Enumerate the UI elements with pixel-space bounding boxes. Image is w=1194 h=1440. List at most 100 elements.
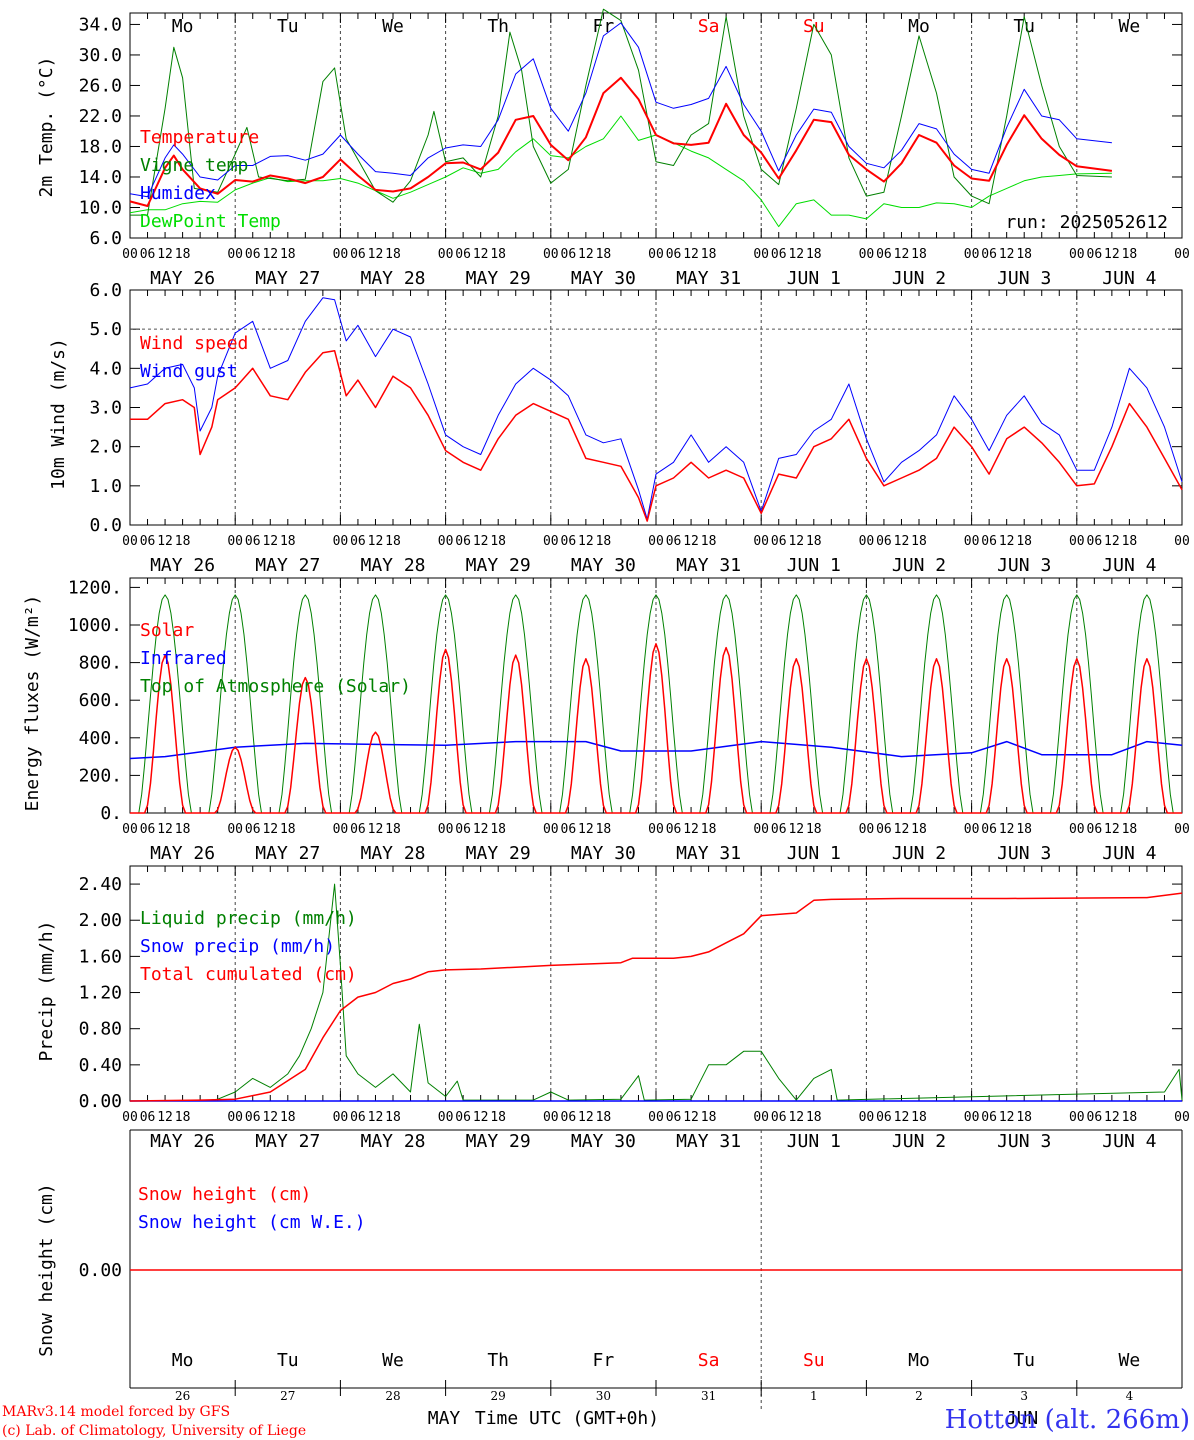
energy-hour-label: 00 [964, 822, 980, 837]
energy-date-label: JUN 4 [1102, 843, 1156, 864]
snow-day-number: 4 [1126, 1389, 1134, 1403]
wind-hour-label: 12 [683, 534, 699, 549]
temp-legend-dewpoint: DewPoint Temp [140, 211, 281, 232]
temp-hour-label: 06 [245, 247, 261, 262]
precip-hour-label: 18 [1016, 1110, 1032, 1125]
wind-ytick-label: 1.0 [89, 476, 122, 497]
infrared-line [129, 740, 1183, 760]
temp-hour-label: 12 [473, 247, 489, 262]
precip-hour-label: 12 [999, 1110, 1015, 1125]
wind-hour-label: 12 [894, 534, 910, 549]
wind-hour-label: 12 [368, 534, 384, 549]
wind-hour-label: 12 [999, 534, 1015, 549]
run-label: run: 2025052612 [1005, 212, 1168, 233]
energy-date-label: MAY 31 [676, 843, 741, 864]
temp-hour-label: 06 [1087, 247, 1103, 262]
energy-hour-label: 12 [368, 822, 384, 837]
temp-weekday-label: Tu [277, 16, 299, 37]
temp-hour-label: 18 [490, 247, 506, 262]
precip-hour-label: 18 [490, 1110, 506, 1125]
temp-hour-label: 12 [683, 247, 699, 262]
snow-weekday-label: Mo [908, 1350, 930, 1371]
total-cumulated-line [129, 892, 1183, 1102]
energy-hour-label: 06 [455, 822, 471, 837]
energy-hour-label: 00 [648, 822, 664, 837]
wind-hour-label: 06 [140, 534, 156, 549]
precip-hour-label: 06 [1087, 1110, 1103, 1125]
energy-date-label: MAY 30 [571, 843, 636, 864]
temp-hour-label: 00 [648, 247, 664, 262]
energy-hour-label: 18 [490, 822, 506, 837]
temp-ytick-label: 26.0 [79, 75, 122, 96]
precip-date-label: MAY 31 [676, 1131, 741, 1152]
precip-date-label: MAY 30 [571, 1131, 636, 1152]
precip-hour-label: 06 [140, 1110, 156, 1125]
energy-date-label: MAY 28 [360, 843, 425, 864]
energy-hour-label: 00 [859, 822, 875, 837]
temp-ytick-label: 18.0 [79, 136, 122, 157]
vigne-temp-line [130, 8, 1112, 216]
precip-hour-label: 06 [771, 1110, 787, 1125]
snow-legend-height: Snow height (cm) [138, 1184, 311, 1205]
precip-hour-label: 00 [333, 1110, 349, 1125]
energy-ytick-label: 200. [79, 765, 122, 786]
temp-date-label: MAY 27 [255, 268, 320, 289]
wind-hour-label: 00 [227, 534, 243, 549]
precip-ytick-label: 0.00 [79, 1091, 122, 1112]
temp-hour-label: 00 [227, 247, 243, 262]
precip-hour-label: 06 [561, 1110, 577, 1125]
footer-credit: (c) Lab. of Climatology, University of L… [2, 1423, 306, 1439]
temp-legend-humidex: Humidex [140, 183, 216, 204]
temp-hour-label: 18 [385, 247, 401, 262]
energy-date-label: MAY 27 [255, 843, 320, 864]
wind-hour-label: 06 [350, 534, 366, 549]
wind-ytick-label: 5.0 [89, 319, 122, 340]
panels-layer: 6.010.014.018.022.026.030.034.000 06 12 18 0… [68, 8, 1190, 1412]
precip-hour-label: 12 [1104, 1110, 1120, 1125]
wind-hour-label: 18 [1122, 534, 1138, 549]
energy-hour-label: 12 [473, 822, 489, 837]
energy-hour-label: 18 [280, 822, 296, 837]
precip-date-label: JUN 4 [1102, 1131, 1156, 1152]
precip-hour-label: 18 [806, 1110, 822, 1125]
precip-legend-snow: Snow precip (mm/h) [140, 936, 335, 957]
energy-hour-label: 12 [1104, 822, 1120, 837]
temp-ytick-label: 30.0 [79, 45, 122, 66]
precip-hour-label: 06 [455, 1110, 471, 1125]
snow-day-number: 31 [701, 1389, 716, 1403]
wind-hour-label: 12 [262, 534, 278, 549]
temp-hour-label: 00 [1174, 247, 1190, 262]
wind-legend-gust: Wind gust [140, 361, 238, 382]
temp-date-label: JUN 4 [1102, 268, 1156, 289]
energy-hour-label: 00 [333, 822, 349, 837]
wind-ytick-label: 3.0 [89, 398, 122, 419]
wind-hour-label: 00 [438, 534, 454, 549]
temp-weekday-label: Sa [698, 16, 720, 37]
precip-hour-label: 12 [894, 1110, 910, 1125]
temp-date-label: JUN 3 [997, 268, 1051, 289]
wind-ytick-label: 4.0 [89, 358, 122, 379]
precip-hour-label: 12 [157, 1110, 173, 1125]
temp-hour-label: 06 [455, 247, 471, 262]
temp-hour-label: 00 [753, 247, 769, 262]
station-label: Hotton (alt. 266m) [945, 1405, 1190, 1435]
energy-hour-label: 00 [227, 822, 243, 837]
wind-ytick-label: 6.0 [89, 280, 122, 301]
wind-hour-label: 00 [333, 534, 349, 549]
toa-solar-line [130, 594, 1182, 814]
temp-ytick-label: 10.0 [79, 197, 122, 218]
wind-speed-line [130, 349, 1183, 522]
temp-hour-label: 06 [666, 247, 682, 262]
temp-hour-label: 00 [1069, 247, 1085, 262]
energy-date-label: MAY 29 [466, 843, 531, 864]
precip-legend-total: Total cumulated (cm) [140, 964, 357, 985]
temp-hour-label: 12 [999, 247, 1015, 262]
precip-hour-label: 12 [683, 1110, 699, 1125]
footer-model: MARv3.14 model forced by GFS [2, 1404, 230, 1420]
energy-hour-label: 18 [911, 822, 927, 837]
wind-hour-label: 18 [385, 534, 401, 549]
temp-hour-label: 06 [140, 247, 156, 262]
energy-hour-label: 06 [1087, 822, 1103, 837]
temp-hour-label: 18 [806, 247, 822, 262]
wind-hour-label: 06 [876, 534, 892, 549]
